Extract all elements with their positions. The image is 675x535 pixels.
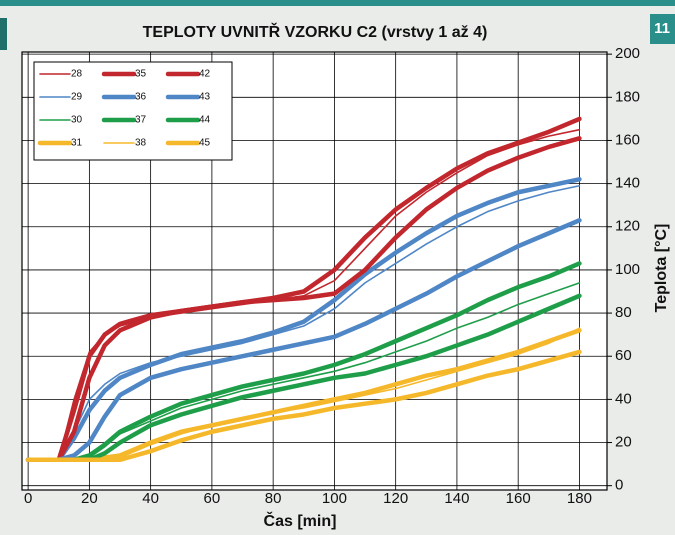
page-badge xyxy=(650,14,675,44)
series-line xyxy=(25,218,582,463)
y-tick-label: 20 xyxy=(615,434,632,451)
series-line xyxy=(25,349,582,463)
legend-label: 42 xyxy=(199,69,211,80)
y-tick-label: 140 xyxy=(615,175,640,192)
legend-label: 35 xyxy=(135,69,147,80)
x-tick-label: 60 xyxy=(204,490,221,507)
legend-label: 29 xyxy=(71,92,83,103)
legend-label: 38 xyxy=(135,138,147,149)
x-tick-label: 80 xyxy=(265,490,282,507)
y-tick-label: 0 xyxy=(615,477,623,494)
x-tick-label: 140 xyxy=(444,490,469,507)
legend-label: 30 xyxy=(71,115,83,126)
legend-label: 44 xyxy=(199,115,211,126)
legend-label: 36 xyxy=(135,92,147,103)
y-tick-label: 100 xyxy=(615,261,640,278)
x-axis-label: Čas [min] xyxy=(264,511,337,530)
y-tick-label: 60 xyxy=(615,347,632,364)
series-line xyxy=(25,136,582,463)
top-strip xyxy=(0,0,675,6)
y-tick-label: 40 xyxy=(615,390,632,407)
x-tick-label: 100 xyxy=(322,490,347,507)
series-line xyxy=(25,177,582,463)
y-tick-label: 180 xyxy=(615,88,640,105)
legend-label: 45 xyxy=(199,138,211,149)
legend-label: 31 xyxy=(71,138,83,149)
legend-label: 43 xyxy=(199,92,211,103)
y-tick-label: 160 xyxy=(615,131,640,148)
legend-label: 37 xyxy=(135,115,147,126)
x-tick-label: 40 xyxy=(142,490,159,507)
x-tick-label: 160 xyxy=(506,490,531,507)
page-number: 11 xyxy=(654,20,670,37)
y-tick-label: 120 xyxy=(615,218,640,235)
y-tick-label: 200 xyxy=(615,45,640,62)
x-tick-label: 20 xyxy=(81,490,98,507)
series-line xyxy=(25,261,582,463)
x-tick-label: 120 xyxy=(383,490,408,507)
chart-title: TEPLOTY UVNITŘ VZORKU C2 (vrstvy 1 až 4) xyxy=(143,22,488,41)
legend-label: 28 xyxy=(71,69,83,80)
y-tick-label: 80 xyxy=(615,304,632,321)
x-tick-label: 0 xyxy=(24,490,32,507)
left-strip xyxy=(0,18,7,50)
y-axis-label: Teplota [°C] xyxy=(653,224,670,313)
x-tick-label: 180 xyxy=(567,490,592,507)
